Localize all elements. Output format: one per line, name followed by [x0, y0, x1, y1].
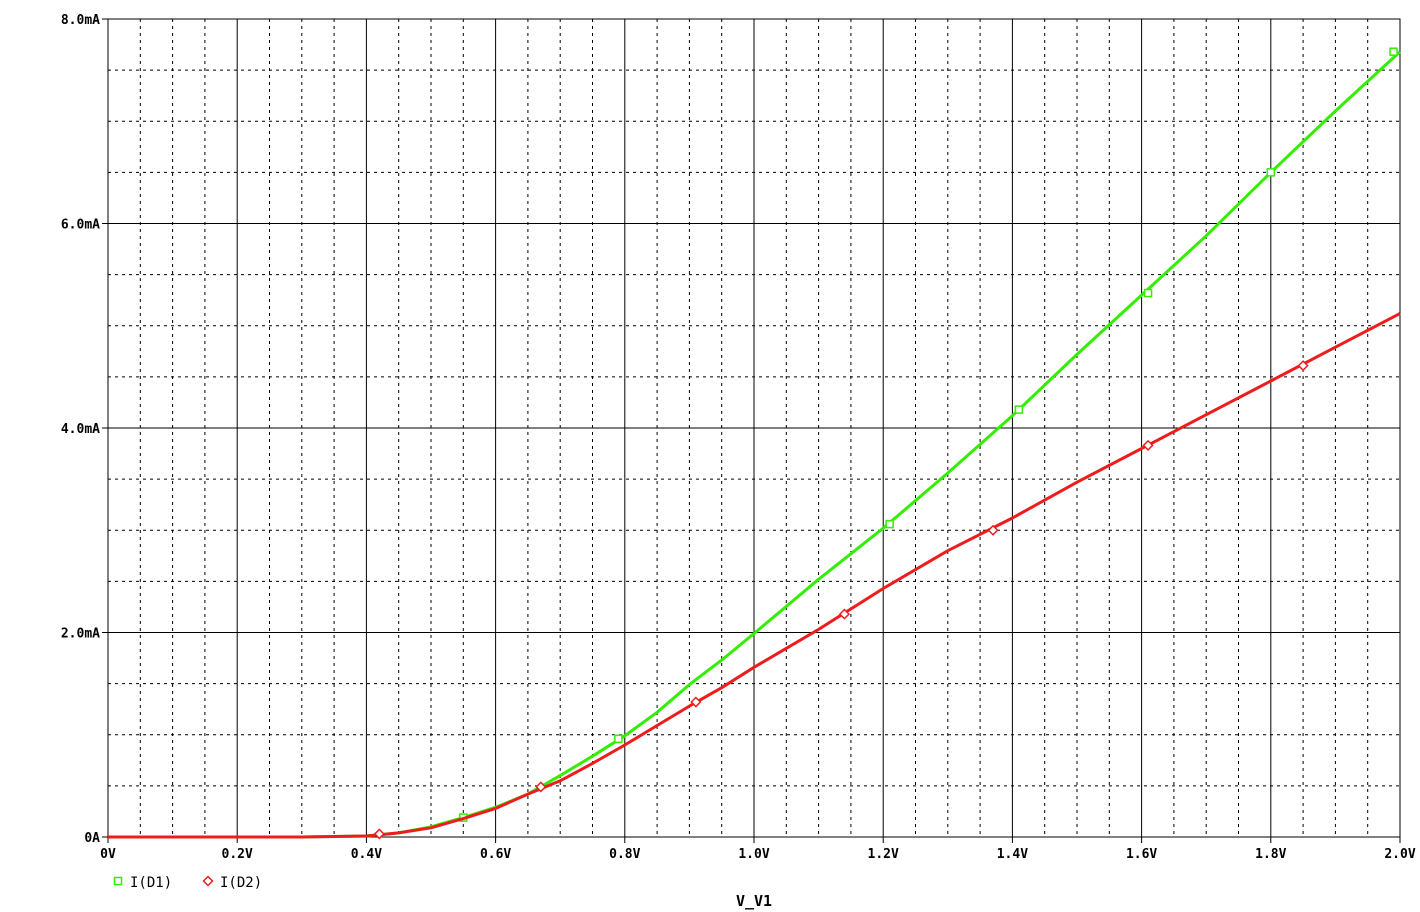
x-tick-label: 1.8V — [1255, 847, 1286, 862]
legend-square-icon — [113, 876, 123, 886]
square-marker — [614, 734, 623, 744]
x-tick-label: 0V — [100, 847, 116, 862]
x-axis-title: V_V1 — [736, 892, 772, 910]
y-axis-tick-labels: 0A 2.0mA 4.0mA 6.0mA 8.0mA — [61, 13, 100, 846]
major-gridlines — [102, 18, 1401, 843]
x-tick-label: 0.6V — [480, 847, 511, 862]
y-tick-label: 8.0mA — [61, 13, 100, 28]
square-marker — [1389, 47, 1398, 56]
x-tick-label: 2.0V — [1384, 847, 1415, 862]
square-marker — [885, 519, 894, 529]
x-tick-label: 0.8V — [609, 847, 640, 862]
square-marker — [1266, 168, 1276, 177]
plot-area-frame — [107, 18, 1401, 838]
legend: I(D1) I(D2) — [113, 875, 262, 891]
y-tick-label: 2.0mA — [61, 627, 100, 642]
x-tick-label: 1.0V — [738, 847, 769, 862]
legend-diamond-icon — [202, 875, 214, 887]
y-tick-label: 0A — [84, 831, 100, 846]
x-axis-tick-labels: 0V 0.2V 0.4V 0.6V 0.8V 1.0V 1.2V 1.4V 1.6V 1.8V 2.… — [100, 847, 1416, 862]
y-tick-label: 6.0mA — [61, 218, 100, 233]
diamond-marker — [838, 608, 851, 620]
diamond-marker — [535, 781, 547, 793]
x-tick-label: 0.4V — [351, 847, 382, 862]
diamond-marker — [690, 696, 702, 708]
legend-entry-label: I(D2) — [220, 875, 262, 891]
series-id2 — [108, 312, 1401, 840]
legend-entry-label: I(D1) — [130, 875, 172, 891]
x-tick-label: 1.6V — [1126, 847, 1157, 862]
diamond-marker — [1297, 360, 1309, 372]
diamond-marker — [987, 524, 999, 536]
diamond-marker — [373, 828, 385, 840]
square-marker — [1143, 288, 1153, 298]
x-tick-label: 1.2V — [868, 847, 899, 862]
square-marker — [1014, 405, 1024, 414]
x-tick-label: 1.4V — [997, 847, 1028, 862]
y-tick-label: 4.0mA — [61, 422, 100, 437]
series-layer — [108, 47, 1402, 840]
x-tick-label: 0.2V — [222, 847, 253, 862]
diamond-marker — [1142, 439, 1154, 451]
